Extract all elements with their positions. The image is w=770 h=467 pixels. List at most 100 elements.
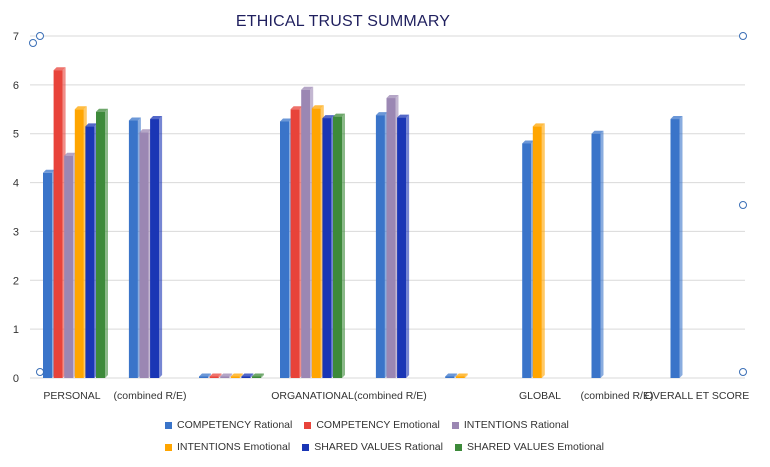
y-tick-label: 6 bbox=[13, 80, 19, 92]
y-tick-label: 4 bbox=[13, 178, 19, 190]
resize-handle-top-right[interactable] bbox=[739, 32, 747, 40]
bar bbox=[85, 126, 95, 378]
x-tick-label: ORGANATIONAL(combined R/E) bbox=[271, 390, 427, 402]
bar-top bbox=[280, 118, 292, 122]
x-tick-label: GLOBAL bbox=[519, 390, 561, 402]
bar-side bbox=[229, 373, 233, 378]
bar bbox=[397, 117, 407, 378]
bar bbox=[532, 126, 542, 378]
bar-top bbox=[64, 152, 77, 156]
resize-handle-bottom-right[interactable] bbox=[739, 368, 747, 376]
bar-top bbox=[445, 373, 458, 377]
legend-swatch bbox=[165, 421, 172, 429]
bar bbox=[333, 116, 342, 378]
bar-top bbox=[85, 123, 98, 127]
bar bbox=[322, 118, 332, 378]
legend-swatch bbox=[451, 421, 459, 429]
bar bbox=[43, 172, 52, 378]
legend-item: SHARED VALUES Rational bbox=[302, 441, 443, 453]
y-tick-label: 2 bbox=[13, 275, 19, 287]
legend-item: COMPETENCY Rational bbox=[165, 419, 292, 431]
bar-side bbox=[105, 108, 108, 378]
bar-top bbox=[333, 113, 345, 117]
y-tick-label: 7 bbox=[13, 31, 19, 43]
bar-top bbox=[532, 123, 545, 127]
legend-item: INTENTIONS Emotional bbox=[165, 441, 290, 453]
chart-title: ETHICAL TRUST SUMMARY bbox=[235, 13, 451, 30]
bar-top bbox=[311, 105, 324, 109]
legend-item: COMPETENCY Emotional bbox=[304, 419, 440, 431]
bar-top bbox=[386, 95, 399, 99]
bar-top bbox=[670, 116, 683, 120]
bar-side bbox=[208, 373, 211, 378]
bar-top bbox=[252, 373, 264, 377]
bar bbox=[445, 376, 455, 378]
resize-handle-mid-left[interactable] bbox=[36, 368, 44, 376]
legend-label: SHARED VALUES Rational bbox=[314, 441, 443, 453]
legend-label: COMPETENCY Rational bbox=[177, 419, 293, 431]
x-tick-label: (combined R/E) bbox=[114, 390, 187, 402]
bar-top bbox=[220, 373, 233, 377]
bar-top bbox=[241, 373, 254, 377]
bar-top bbox=[74, 106, 87, 110]
legend-item: SHARED VALUES Emotional bbox=[454, 441, 604, 453]
legend-row: COMPETENCY Rational COMPETENCY Emotional I… bbox=[165, 414, 635, 436]
bar bbox=[74, 109, 84, 379]
legend-row: INTENTIONS Emotional SHARED VALUES Ration… bbox=[165, 436, 635, 458]
bar-top bbox=[150, 116, 163, 120]
resize-handle-right-mid[interactable] bbox=[739, 201, 747, 209]
bar bbox=[670, 119, 680, 379]
bar-top bbox=[322, 115, 335, 119]
bar-side bbox=[342, 113, 345, 378]
legend-swatch bbox=[165, 443, 172, 451]
chart-legend: COMPETENCY Rational COMPETENCY Emotional I… bbox=[165, 414, 635, 458]
bar-side bbox=[239, 373, 243, 378]
bar-top bbox=[43, 169, 55, 173]
bar bbox=[209, 376, 219, 378]
y-tick-label: 5 bbox=[13, 129, 19, 141]
legend-item: INTENTIONS Rational bbox=[451, 419, 569, 431]
bar-side bbox=[218, 373, 222, 378]
bar-top bbox=[199, 373, 211, 377]
bar bbox=[96, 111, 105, 378]
bar-top bbox=[53, 67, 66, 71]
resize-handle-top-left-outer[interactable] bbox=[29, 39, 37, 47]
bar-side bbox=[406, 114, 410, 378]
legend-swatch bbox=[304, 421, 312, 429]
bar bbox=[280, 121, 289, 378]
legend-swatch bbox=[302, 443, 310, 451]
bar bbox=[64, 155, 74, 378]
bar-top bbox=[128, 117, 141, 121]
bar-top bbox=[455, 373, 468, 377]
bar-top bbox=[96, 108, 108, 112]
bar bbox=[301, 89, 311, 378]
y-tick-label: 3 bbox=[13, 226, 19, 238]
bar bbox=[230, 376, 240, 378]
bar-top bbox=[591, 130, 604, 134]
bar bbox=[522, 143, 532, 378]
bar-top bbox=[375, 112, 388, 116]
bar-side bbox=[679, 116, 683, 379]
bar-side bbox=[261, 373, 264, 378]
bar-top bbox=[290, 106, 303, 110]
bar-side bbox=[454, 373, 458, 378]
bar bbox=[455, 376, 465, 378]
bar bbox=[290, 109, 300, 379]
legend-label: COMPETENCY Emotional bbox=[316, 419, 440, 431]
bar bbox=[252, 376, 261, 378]
bar bbox=[241, 376, 251, 378]
legend-label: INTENTIONS Rational bbox=[463, 419, 569, 431]
resize-handle-top-left[interactable] bbox=[36, 32, 44, 40]
bar-top bbox=[139, 129, 152, 133]
bar-top bbox=[230, 373, 243, 377]
bar bbox=[150, 119, 160, 379]
legend-swatch bbox=[454, 443, 462, 451]
x-tick-label: OVERALL ET SCORE bbox=[645, 390, 749, 402]
bar bbox=[386, 98, 396, 378]
legend-label: INTENTIONS Emotional bbox=[177, 441, 291, 453]
bar-side bbox=[600, 130, 604, 378]
bar bbox=[375, 115, 385, 379]
legend-label: SHARED VALUES Emotional bbox=[466, 441, 604, 453]
